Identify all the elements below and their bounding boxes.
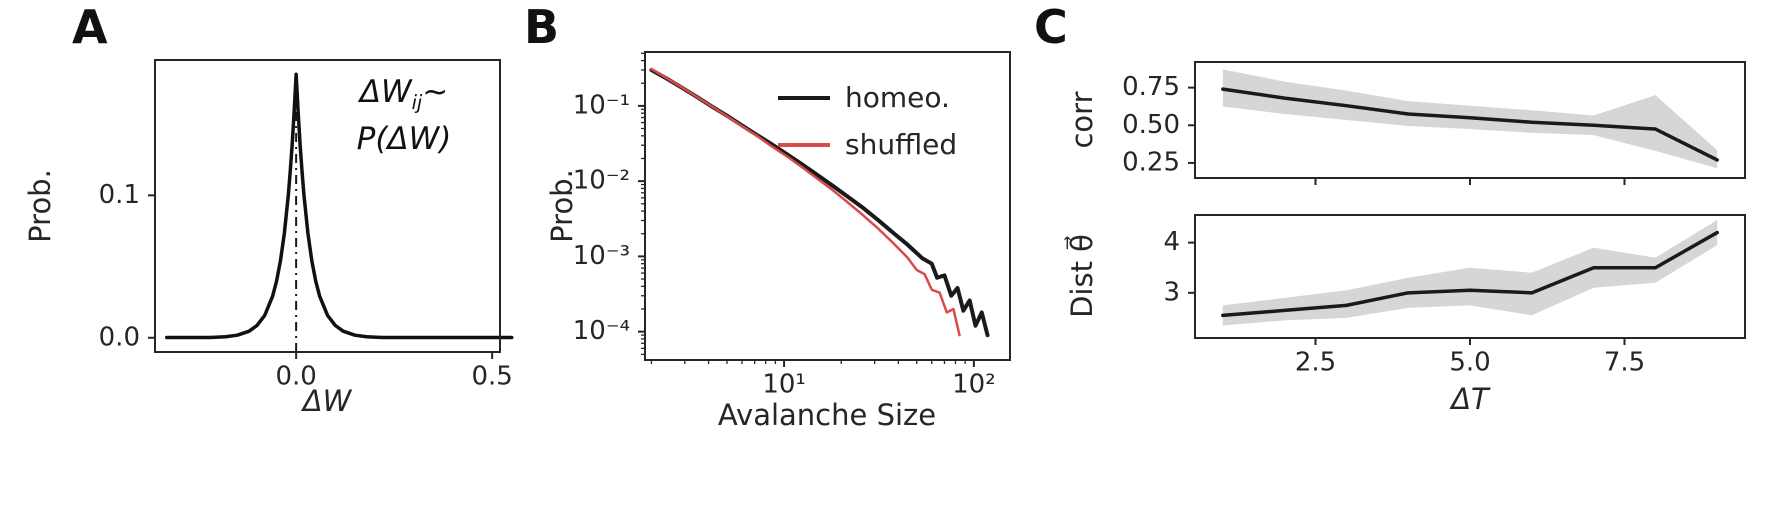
svg-text:3: 3 (1163, 277, 1180, 307)
svg-text:10²: 10² (952, 369, 996, 399)
annotation-line2: P(ΔW) (356, 121, 452, 158)
svg-text:2.5: 2.5 (1295, 347, 1336, 377)
panel-C_bottom-plot: 2.5 5.0 7.5 3 4 (1163, 214, 1746, 377)
svg-text:0.0: 0.0 (99, 322, 140, 352)
legend-item-homeo: homeo. (778, 74, 957, 121)
svg-text:10⁻²: 10⁻² (573, 166, 630, 196)
panel-B-plot: 10¹ 10² 10⁻¹ 10⁻² 10⁻³ 10⁻⁴ (573, 51, 1011, 399)
panel-a-annotation: ΔWij~ P(ΔW) (357, 70, 452, 162)
svg-text:10⁻³: 10⁻³ (573, 241, 630, 271)
annotation-term: ΔW (359, 74, 412, 110)
legend-item-shuffled: shuffled (778, 121, 957, 168)
svg-text:4: 4 (1163, 227, 1180, 257)
shuffled-line-swatch (778, 142, 830, 147)
svg-text:10⁻¹: 10⁻¹ (573, 90, 630, 120)
legend: homeo. shuffled (778, 74, 957, 168)
svg-text:10⁻⁴: 10⁻⁴ (573, 316, 630, 346)
panel-A-plot: 0.0 0.5 0.0 0.1 (99, 59, 514, 391)
panel-c-bottom-ylabel: Dist θ⃗ (1065, 234, 1099, 318)
annotation-tilde: ~ (422, 74, 449, 110)
panel-a-ylabel: Prob. (23, 169, 57, 243)
panel-b-xlabel: Avalanche Size (717, 398, 937, 432)
legend-label-shuffled: shuffled (845, 128, 958, 161)
panel-b-ylabel: Prob. (545, 169, 579, 243)
svg-text:0.0: 0.0 (275, 361, 316, 391)
svg-text:7.5: 7.5 (1604, 347, 1645, 377)
svg-text:5.0: 5.0 (1449, 347, 1490, 377)
panel-b-letter: B (524, 0, 560, 54)
svg-text:0.25: 0.25 (1122, 147, 1180, 177)
svg-text:10¹: 10¹ (762, 369, 806, 399)
panel-c-xlabel: ΔT (1451, 382, 1489, 416)
panel-c-letter: C (1034, 0, 1068, 54)
legend-label-homeo: homeo. (845, 81, 950, 114)
svg-text:0.50: 0.50 (1122, 110, 1180, 140)
panel-a-xlabel: ΔW (302, 384, 352, 418)
svg-text:0.1: 0.1 (99, 180, 140, 210)
annotation-subscript: ij (411, 91, 423, 115)
panel-c-top-ylabel: corr (1065, 91, 1099, 149)
svg-text:0.5: 0.5 (471, 361, 512, 391)
panel-C_top-plot: 0.25 0.50 0.75 (1122, 61, 1746, 185)
homeo-line-swatch (778, 95, 830, 100)
svg-text:0.75: 0.75 (1122, 72, 1180, 102)
panel-a-letter: A (72, 0, 108, 54)
